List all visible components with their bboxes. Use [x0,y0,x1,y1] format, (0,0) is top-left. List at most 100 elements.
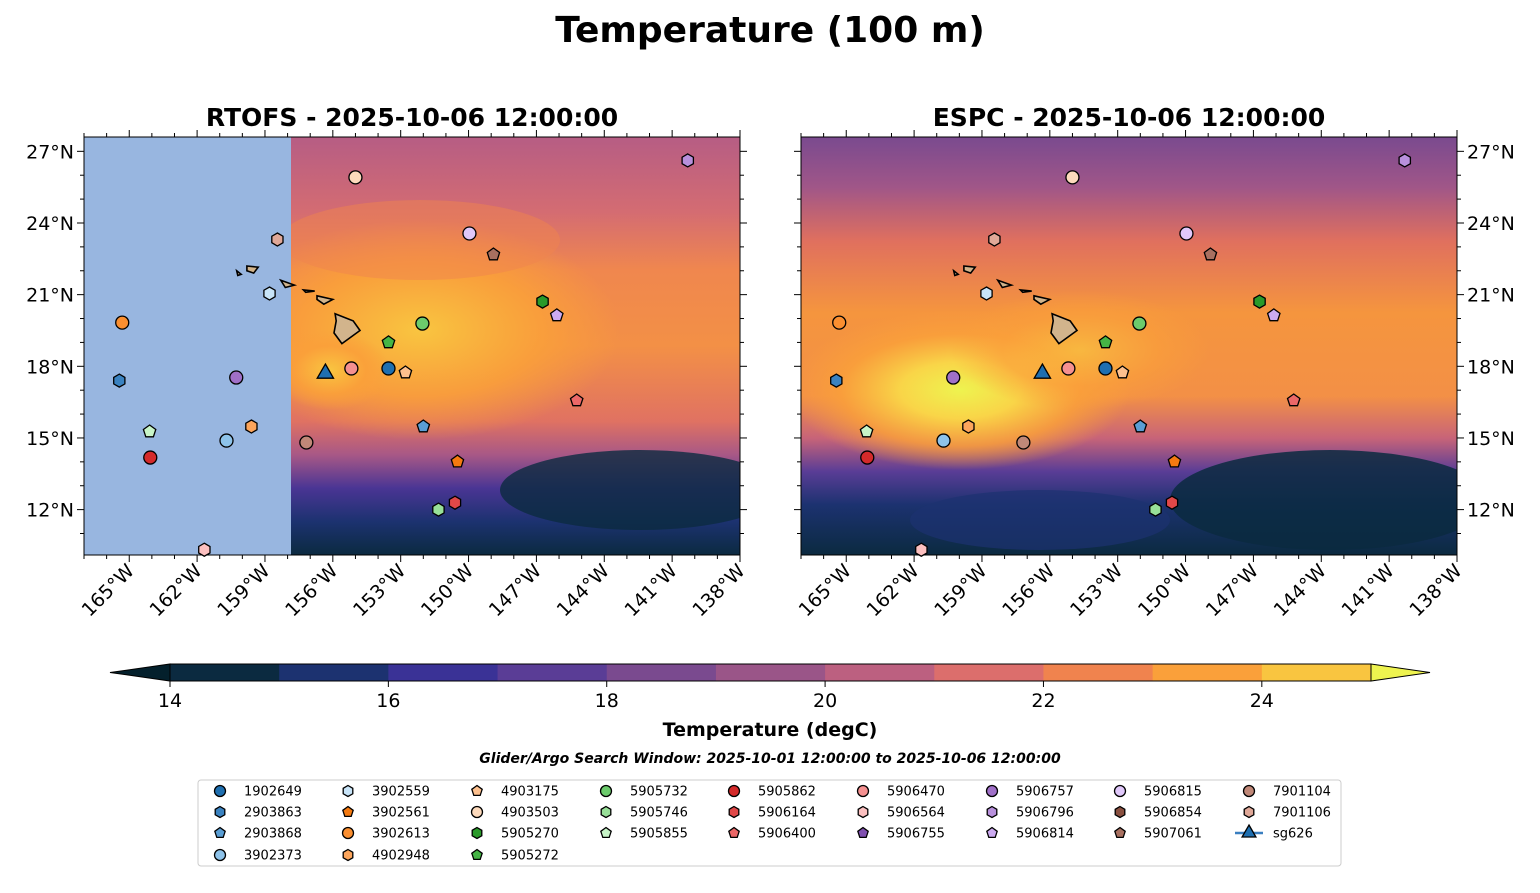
legend-marker [600,826,612,839]
legend-item-5905855: 5905855 [600,826,688,842]
island [1018,288,1032,294]
legend-label: 3902373 [244,849,302,864]
legend-item-5905746: 5905746 [600,805,688,821]
marker-2903863 [113,373,126,388]
legend-marker [1113,784,1127,798]
colorbar-tick-label: 18 [595,690,619,712]
island [316,294,336,306]
marker-2903863 [830,373,843,388]
legend-label: 5905732 [630,785,688,800]
marker-5906470 [344,361,359,376]
legend: 1902649 2903863 2903868 3902373 3902559 39025… [197,779,1342,867]
marker-5906815 [462,226,477,241]
legend-marker [986,826,998,839]
x-tick-label: 156°W [998,560,1059,621]
marker-5906796 [1398,153,1412,168]
legend-marker [214,826,226,839]
legend-item-3902613: 3902613 [341,827,430,842]
legend-item-5906400: 5906400 [728,827,816,842]
legend-item-7901106: 7901106 [1243,805,1331,821]
legend-marker [471,848,483,861]
marker-3902561 [450,454,465,468]
panel-rtofs: RTOFS - 2025-10-06 12:00:00 165°W 162°W 15… [26,103,750,621]
colorbar-segment [1261,664,1372,681]
legend-label: 5906164 [758,806,816,821]
legend-item-5905862: 5905862 [727,784,816,800]
legend-marker [986,805,998,819]
marker-5906796 [681,153,695,168]
y-tick-label: 18°N [1467,356,1515,378]
marker-3902613 [115,315,130,330]
x-tick-label: 144°W [1270,560,1331,621]
legend-label: 1902649 [244,785,302,800]
marker-5906757 [229,370,244,385]
colorbar-segment [934,664,1044,681]
legend-item-2903868: 2903868 [214,826,302,842]
colorbar-segment [606,664,717,681]
colorbar: 14 16 18 20 22 24 [109,663,1431,712]
legend-label: 4902948 [372,849,430,864]
legend-item-5906854: 5906854 [1114,806,1202,821]
legend-item-5906164: 5906164 [728,805,816,821]
x-tick-label: 165°W [78,560,139,621]
marker-5907061 [1203,247,1218,261]
colorbar-tick-label: 24 [1250,690,1274,712]
legend-item-5906796: 5906796 [986,805,1074,821]
marker-5907061 [486,247,501,261]
marker-7901106 [271,232,284,247]
legend-label: 7901106 [1273,806,1331,821]
marker-5905746 [1149,502,1162,517]
legend-marker [471,826,483,840]
legend-item-5907061: 5907061 [1114,827,1202,842]
legend-marker [856,784,870,798]
y-tick-label: 21°N [1467,285,1515,307]
legend-marker [727,784,741,798]
legend-item-3902559: 3902559 [342,785,430,800]
marker-3902613 [832,315,847,330]
x-tick-label: 165°W [795,560,856,621]
legend-marker [600,805,612,819]
marker-5905270 [536,294,549,309]
marker-1902649 [381,361,396,376]
marker-4902948 [962,419,975,434]
legend-label: 5906815 [1144,785,1202,800]
marker-7901106 [988,232,1001,247]
legend-marker [214,805,226,819]
y-tick-label: 27°N [1467,141,1515,163]
y-tick-label: 12°N [26,500,74,522]
colorbar-segment [1043,664,1154,681]
legend-marker [471,784,483,797]
legend-label: 4903503 [501,806,559,821]
x-tick-label: 156°W [281,560,342,621]
x-tick-label: 162°W [862,560,923,621]
legend-marker [213,848,227,862]
legend-label: 5906755 [887,827,945,842]
legend-item-3902373: 3902373 [213,848,302,864]
legend-label: 5906796 [1016,806,1074,821]
colorbar-segment [279,664,389,681]
legend-label: 3902613 [372,827,430,842]
x-tick-label: 159°W [930,560,991,621]
island [995,278,1015,289]
legend-item-5906564: 5906564 [857,806,945,821]
marker-3902559 [980,286,993,301]
legend-item-5906470: 5906470 [856,784,945,800]
x-tick-label: 141°W [1337,560,1398,621]
colorbar-tick-label: 16 [376,690,400,712]
x-tick-label: 138°W [688,560,749,621]
marker-2903868 [1133,419,1148,433]
colorbar-segment [715,664,826,681]
colorbar-segment [388,664,499,681]
legend-item-4903503: 4903503 [470,806,559,821]
marker-5906164 [1165,495,1179,510]
legend-marker [599,784,613,798]
legend-marker [1243,805,1255,819]
legend-item-5906755: 5906755 [857,827,945,842]
marker-7901104 [299,435,314,450]
search-window-subtitle: Glider/Argo Search Window: 2025-10-01 12… [479,751,1061,767]
legend-label: 5905855 [630,827,688,842]
legend-marker [728,805,740,819]
x-tick-label: 150°W [1134,560,1195,621]
colorbar-frame [169,663,1372,682]
y-tick-label: 12°N [1467,500,1515,522]
